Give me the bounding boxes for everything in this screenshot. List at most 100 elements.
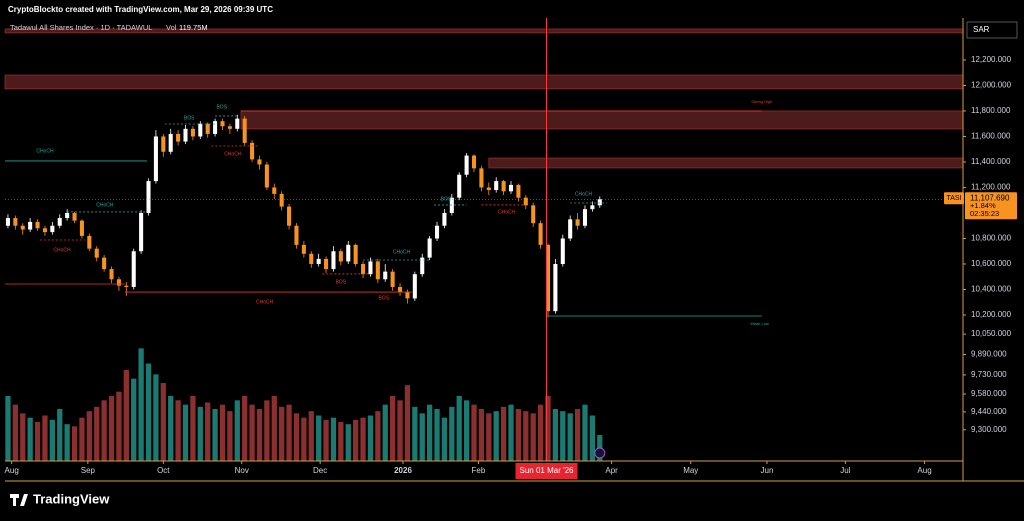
volume-bar (397, 400, 403, 461)
y-tick-label: 9,890.000 (971, 350, 1007, 359)
x-tick-label: Jul (840, 466, 850, 475)
volume-bar (434, 409, 440, 461)
volume-bar (441, 417, 448, 461)
candle-body (324, 258, 329, 270)
y-tick-label: 11,800.000 (971, 106, 1011, 115)
candle-body (368, 261, 373, 275)
volume-bar (138, 348, 144, 461)
supply-zone (240, 110, 964, 130)
candle-body (516, 184, 521, 198)
volume-bar (545, 396, 551, 461)
candle-body (242, 118, 247, 143)
candle-body (301, 244, 306, 254)
currency-box[interactable] (966, 21, 1018, 39)
volume-bar (264, 400, 270, 461)
candle-body (287, 206, 292, 226)
candle-body (412, 274, 417, 299)
volume-bar (478, 409, 485, 461)
volume-bar (49, 419, 55, 461)
currency[interactable]: SAR (973, 25, 990, 34)
volume-bar (353, 419, 359, 461)
volume-bar (493, 411, 499, 461)
volume-bar (242, 396, 248, 461)
volume-bar (182, 404, 189, 461)
x-tick-label: Dec (313, 466, 327, 475)
volume-bar (20, 413, 26, 461)
volume-value: 119.75M (179, 23, 208, 32)
y-tick-label: 9,440.000 (971, 407, 1007, 416)
candle-body (545, 244, 551, 312)
candle-body (183, 128, 188, 142)
volume-bar (404, 385, 411, 461)
candle-body (94, 248, 99, 258)
volume-bar (419, 413, 425, 461)
candle-body (553, 263, 558, 312)
candle-body (28, 221, 33, 230)
volume-bar (131, 378, 137, 461)
y-tick-label: 11,600.000 (971, 132, 1011, 141)
x-tick-label: Aug (5, 466, 19, 475)
symbol-tag (944, 192, 964, 205)
volume-bar (234, 400, 240, 461)
candle-body (486, 187, 491, 191)
y-tick-label: 10,050.000 (971, 329, 1012, 338)
x-tick-label: Sep (81, 466, 96, 475)
price-change: +1.84% (970, 201, 996, 210)
volume-bar (301, 417, 307, 461)
volume-bar (256, 409, 263, 461)
volume-bar (197, 406, 203, 461)
candle-body (102, 257, 107, 270)
candle-body (146, 181, 151, 213)
annotation: BOS (378, 295, 389, 301)
last-price: 11,107.690 (970, 193, 1010, 202)
volume-bar (79, 417, 85, 461)
annotation: CHoCH (498, 209, 516, 215)
candle-body (124, 285, 129, 287)
y-tick-label: 12,200.000 (971, 55, 1012, 64)
volume-bar (123, 370, 129, 461)
volume-bar (456, 396, 462, 461)
candle-body (42, 228, 47, 233)
candle-body (35, 221, 40, 229)
volume-bar (27, 417, 33, 461)
y-tick-label: 9,580.000 (971, 389, 1007, 398)
volume-bar (574, 409, 581, 461)
volume-bar (515, 409, 522, 461)
volume-bar (567, 413, 573, 461)
y-tick-label: 11,200.000 (971, 183, 1011, 192)
volume-bar (560, 411, 566, 461)
symbol: TASI (946, 195, 961, 202)
volume-bar (530, 413, 536, 461)
volume-bar (471, 404, 477, 461)
annotation: Strong High (751, 99, 772, 104)
volume-bar (271, 396, 277, 461)
y-tick-label: 9,300.000 (971, 425, 1007, 434)
annotation: BOS (336, 279, 347, 285)
plot-area: CHoCH CHoCH CHoCH CHoCH BOS BOS CHoCH BOS BOS CHo… (4, 18, 964, 461)
volume-bar (71, 426, 78, 461)
volume-bar (426, 404, 433, 461)
volume-bar (382, 404, 388, 461)
brand-logo (10, 494, 28, 506)
volume-bar (508, 404, 514, 461)
candle-body (575, 219, 580, 226)
candle-body (398, 286, 403, 293)
candle-body (442, 212, 447, 226)
replay-button[interactable] (594, 447, 606, 459)
candle-body (198, 123, 203, 137)
volume-bar (360, 417, 366, 461)
volume-bar (345, 424, 351, 461)
annotation: Weak Low (750, 321, 769, 326)
candle-body (346, 244, 351, 262)
brand: TradingView (10, 491, 110, 506)
candle-body (72, 212, 77, 221)
volume-bar (175, 400, 181, 461)
volume-bar (500, 406, 507, 461)
annotation: CHoCH (36, 148, 54, 154)
candle-body (434, 225, 440, 239)
volume-bar (219, 404, 226, 461)
candle-body (79, 220, 84, 236)
volume-bar (57, 409, 63, 461)
candle-body (582, 209, 588, 226)
